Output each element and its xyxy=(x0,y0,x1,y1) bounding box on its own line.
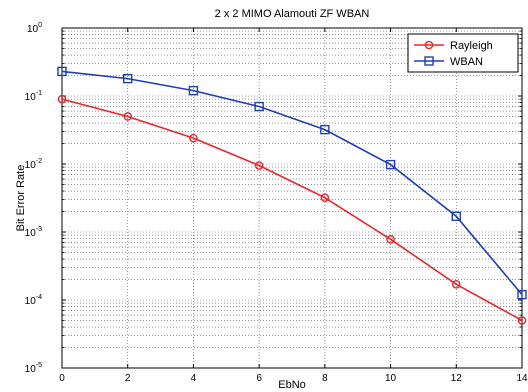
legend-label: Rayleigh xyxy=(450,40,493,52)
x-tick-label: 8 xyxy=(322,373,328,384)
data-point xyxy=(517,316,527,325)
data-point xyxy=(517,289,527,300)
data-point xyxy=(189,133,198,143)
x-tick-label: 4 xyxy=(191,373,197,384)
y-tick-label: 10-4 xyxy=(25,294,42,307)
y-axis-label: Bit Error Rate xyxy=(15,165,27,232)
data-point xyxy=(451,280,461,289)
legend-item: WBAN xyxy=(414,56,483,68)
x-tick-label: 14 xyxy=(516,373,528,384)
series-line xyxy=(61,98,523,322)
plot-frame xyxy=(61,27,523,369)
data-point xyxy=(320,124,330,135)
series-rayleigh xyxy=(57,94,527,325)
series-wban xyxy=(57,66,527,300)
x-tick-label: 10 xyxy=(385,373,397,384)
legend-marker xyxy=(424,56,434,66)
y-tick-label: 10-3 xyxy=(25,226,42,239)
x-axis-label: EbNo xyxy=(278,379,306,391)
data-point xyxy=(123,112,133,121)
data-point xyxy=(386,235,395,244)
y-tick-label: 100 xyxy=(27,22,42,35)
y-tick-label: 10-5 xyxy=(25,362,42,375)
x-tick-label: 2 xyxy=(125,373,131,384)
x-tick-label: 0 xyxy=(59,373,65,384)
data-point xyxy=(254,101,264,112)
chart-title: 2 x 2 MIMO Alamouti ZF WBAN xyxy=(215,8,370,20)
data-point xyxy=(320,193,330,202)
legend-box xyxy=(407,33,519,73)
legend-item: Rayleigh xyxy=(414,40,493,52)
data-point xyxy=(254,161,264,170)
data-point xyxy=(57,94,67,104)
series-line xyxy=(61,70,523,296)
x-tick-label: 6 xyxy=(256,373,262,384)
legend-marker xyxy=(424,40,434,50)
data-point xyxy=(57,66,67,77)
data-point xyxy=(451,211,461,222)
data-point xyxy=(188,85,199,96)
series xyxy=(57,66,527,325)
y-tick-label: 10-1 xyxy=(25,90,42,103)
data-point xyxy=(123,73,133,84)
y-tick-label: 10-2 xyxy=(25,158,42,171)
legend-label: WBAN xyxy=(450,56,483,68)
x-tick-label: 12 xyxy=(451,373,463,384)
legend: Rayleigh WBAN xyxy=(407,33,519,73)
data-point xyxy=(385,159,396,170)
